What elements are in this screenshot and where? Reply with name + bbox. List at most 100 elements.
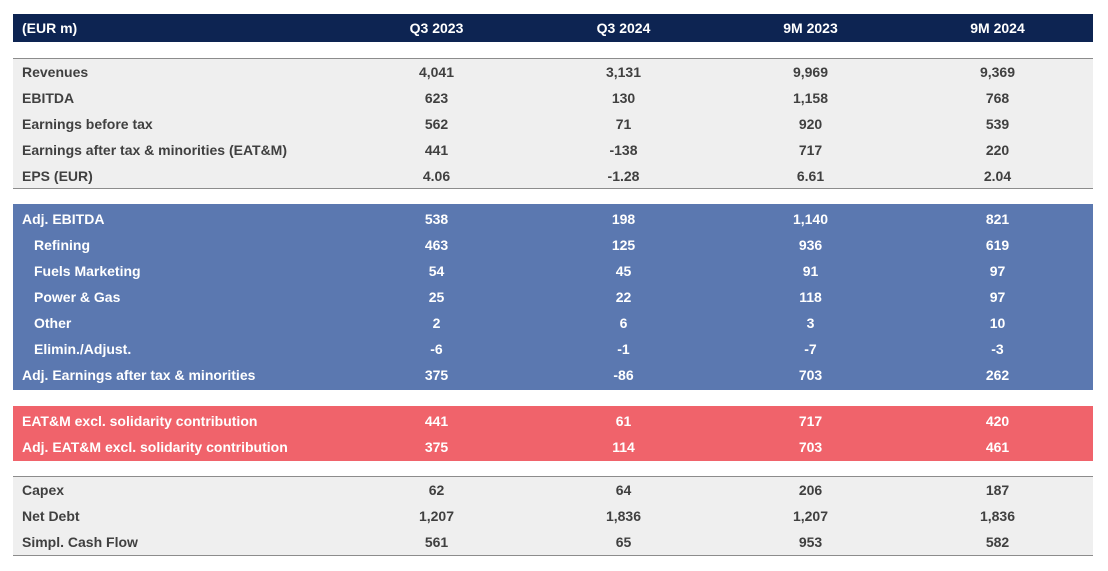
row-label: Earnings before tax	[22, 115, 153, 132]
table-row: Fuels Marketing 54 45 91 97	[13, 258, 1093, 284]
cell-value: 3,131	[605, 63, 642, 80]
cell-value: 25	[428, 289, 445, 306]
header-q3-2024: Q3 2024	[596, 20, 651, 36]
cell-value: 1,140	[792, 211, 829, 228]
section-income: Revenues 4,041 3,131 9,969 9,369 EBITDA 623 130…	[13, 58, 1093, 190]
cell-value: 619	[985, 237, 1010, 254]
cell-value: 441	[424, 412, 449, 429]
cell-value: 562	[424, 115, 449, 132]
cell-value: 953	[798, 534, 823, 551]
cell-value: 768	[985, 89, 1010, 106]
cell-value: 717	[798, 412, 823, 429]
table-row: Power & Gas 25 22 118 97	[13, 284, 1093, 310]
cell-value: 65	[615, 534, 632, 551]
section-adjusted: Adj. EBITDA 538 198 1,140 821 Refining 463 125 9…	[13, 204, 1093, 390]
cell-value: 463	[424, 237, 449, 254]
cell-value: 3	[806, 314, 815, 331]
cell-value: 262	[985, 366, 1010, 383]
cell-value: 91	[802, 263, 819, 280]
table-row: Adj. Earnings after tax & minorities 375 -…	[13, 362, 1093, 388]
cell-value: 1,836	[979, 508, 1016, 525]
cell-value: 717	[798, 141, 823, 158]
cell-value: 920	[798, 115, 823, 132]
header-9m-2024: 9M 2024	[970, 20, 1025, 36]
cell-value: -1	[617, 340, 630, 357]
table-row: Revenues 4,041 3,131 9,969 9,369	[13, 59, 1093, 85]
table-row: EAT&M excl. solidarity contribution 441 61…	[13, 408, 1093, 434]
financial-table: (EUR m) Q3 2023 Q3 2024 9M 2023 9M 2024 …	[13, 14, 1093, 557]
cell-value: 4.06	[422, 167, 451, 184]
row-label: Earnings after tax & minorities (EAT&M)	[22, 141, 288, 158]
table-row: Adj. EAT&M excl. solidarity contribution…	[13, 434, 1093, 460]
table-row: Elimin./Adjust. -6 -1 -7 -3	[13, 336, 1093, 362]
cell-value: 2.04	[983, 167, 1012, 184]
cell-value: 54	[428, 263, 445, 280]
row-label: Capex	[22, 482, 65, 499]
row-label: Adj. Earnings after tax & minorities	[22, 366, 256, 383]
cell-value: 2	[432, 314, 441, 331]
cell-value: 187	[985, 482, 1010, 499]
cell-value: 6	[619, 314, 628, 331]
cell-value: 1,158	[792, 89, 829, 106]
cell-value: 4,041	[418, 63, 455, 80]
row-label: EPS (EUR)	[22, 167, 93, 184]
cell-value: 64	[615, 482, 632, 499]
row-label: Revenues	[22, 63, 89, 80]
cell-value: 10	[989, 314, 1006, 331]
table-row: Adj. EBITDA 538 198 1,140 821	[13, 206, 1093, 232]
cell-value: 1,207	[418, 508, 455, 525]
cell-value: -86	[613, 366, 634, 383]
row-label: Adj. EAT&M excl. solidarity contribution	[22, 438, 288, 455]
cell-value: 61	[615, 412, 632, 429]
cell-value: 461	[985, 438, 1010, 455]
cell-value: 9,969	[792, 63, 829, 80]
row-label: Refining	[34, 237, 90, 254]
cell-value: -138	[609, 141, 638, 158]
table-row: Other 2 6 3 10	[13, 310, 1093, 336]
cell-value: 703	[798, 366, 823, 383]
row-label: Elimin./Adjust.	[34, 340, 132, 357]
cell-value: -7	[804, 340, 817, 357]
cell-value: 420	[985, 412, 1010, 429]
cell-value: 936	[798, 237, 823, 254]
section-cash: Capex 62 64 206 187 Net Debt 1,207 1,836 1,207 1,…	[13, 476, 1093, 557]
cell-value: 561	[424, 534, 449, 551]
cell-value: 6.61	[796, 167, 825, 184]
cell-value: 582	[985, 534, 1010, 551]
table-row: Refining 463 125 936 619	[13, 232, 1093, 258]
header-unit: (EUR m)	[22, 20, 78, 36]
table-header: (EUR m) Q3 2023 Q3 2024 9M 2023 9M 2024	[13, 14, 1093, 42]
row-label: Fuels Marketing	[34, 263, 141, 280]
cell-value: 71	[615, 115, 632, 132]
table-row: Earnings after tax & minorities (EAT&M) 4…	[13, 137, 1093, 163]
cell-value: 1,836	[605, 508, 642, 525]
cell-value: 118	[799, 289, 822, 306]
cell-value: 220	[985, 141, 1010, 158]
table-row: EPS (EUR) 4.06 -1.28 6.61 2.04	[13, 163, 1093, 189]
cell-value: 97	[989, 263, 1006, 280]
cell-value: 821	[985, 211, 1010, 228]
cell-value: 623	[424, 89, 449, 106]
row-label: Power & Gas	[34, 289, 121, 306]
section-solidarity: EAT&M excl. solidarity contribution 441 61…	[13, 405, 1093, 462]
cell-value: -1.28	[607, 167, 640, 184]
row-label: EBITDA	[22, 89, 75, 106]
cell-value: 206	[798, 482, 823, 499]
cell-value: 22	[615, 289, 632, 306]
cell-value: 9,369	[979, 63, 1016, 80]
cell-value: 539	[985, 115, 1010, 132]
row-label: Adj. EBITDA	[22, 211, 105, 228]
table-row: Net Debt 1,207 1,836 1,207 1,836	[13, 503, 1093, 529]
cell-value: 703	[798, 438, 823, 455]
table-row: Simpl. Cash Flow 561 65 953 582	[13, 529, 1093, 555]
cell-value: 62	[428, 482, 445, 499]
cell-value: -3	[991, 340, 1004, 357]
row-label: Simpl. Cash Flow	[22, 534, 138, 551]
cell-value: -6	[430, 340, 443, 357]
cell-value: 198	[611, 211, 636, 228]
header-q3-2023: Q3 2023	[409, 20, 464, 36]
cell-value: 130	[611, 89, 636, 106]
cell-value: 125	[611, 237, 636, 254]
table-row: EBITDA 623 130 1,158 768	[13, 85, 1093, 111]
header-9m-2023: 9M 2023	[783, 20, 838, 36]
